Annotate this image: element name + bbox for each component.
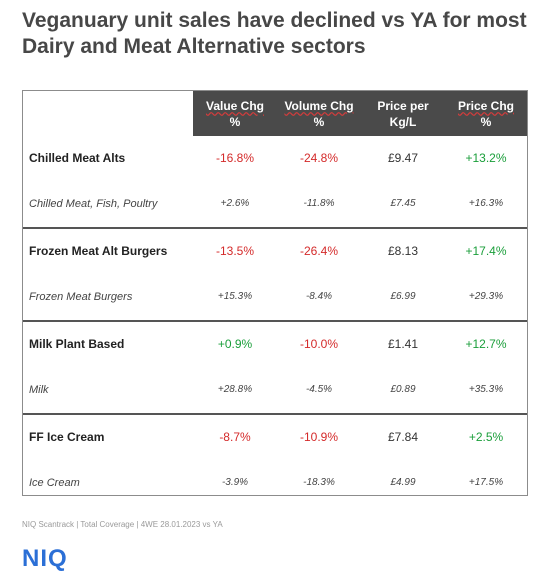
table-row: Ice Cream -3.9% -18.3% £4.99 +17.5%: [23, 459, 527, 506]
row-label: Chilled Meat Alts: [29, 151, 126, 165]
source-footnote: NIQ Scantrack | Total Coverage | 4WE 28.…: [22, 520, 223, 529]
value-chg-cell: -13.5%: [215, 244, 255, 258]
row-label: FF Ice Cream: [29, 430, 105, 444]
value-chg-cell: +2.6%: [193, 180, 277, 229]
sales-table: Value Chg% Volume Chg% Price per Kg/L Pri…: [23, 91, 527, 506]
value-chg-cell: +15.3%: [193, 273, 277, 322]
price-chg-cell: +13.2%: [465, 151, 507, 165]
price-chg-cell: +29.3%: [445, 273, 527, 322]
price-cell: £9.47: [387, 151, 419, 165]
header-price-chg: Price Chg%: [445, 91, 527, 136]
row-label: Milk: [23, 366, 193, 415]
table-header-row: Value Chg% Volume Chg% Price per Kg/L Pri…: [23, 91, 527, 136]
header-blank-cell: [23, 91, 193, 136]
row-label: Milk Plant Based: [29, 337, 125, 351]
price-cell: £7.84: [387, 430, 419, 444]
table-row: FF Ice Cream -8.7% -10.9% £7.84 +2.5%: [23, 414, 527, 459]
price-chg-cell: +12.7%: [465, 337, 507, 351]
volume-chg-cell: -26.4%: [299, 244, 339, 258]
table-row: Chilled Meat, Fish, Poultry +2.6% -11.8%…: [23, 180, 527, 229]
volume-chg-cell: -18.3%: [303, 477, 335, 488]
row-label: Frozen Meat Alt Burgers: [29, 244, 168, 258]
price-chg-cell: +17.5%: [468, 477, 504, 488]
sales-table-container: Value Chg% Volume Chg% Price per Kg/L Pri…: [22, 90, 528, 496]
niq-logo: NIQ: [22, 545, 68, 572]
price-cell: £0.89: [361, 366, 445, 415]
value-chg-cell: -8.7%: [219, 430, 251, 444]
price-chg-cell: +2.5%: [468, 430, 504, 444]
value-chg-cell: +0.9%: [217, 337, 253, 351]
volume-chg-cell: -24.8%: [299, 151, 339, 165]
price-cell: £8.13: [387, 244, 419, 258]
price-chg-cell: +17.4%: [465, 244, 507, 258]
row-label: Frozen Meat Burgers: [23, 273, 193, 322]
value-chg-cell: -16.8%: [215, 151, 255, 165]
price-cell: £1.41: [387, 337, 419, 351]
header-price-per: Price per Kg/L: [361, 91, 445, 136]
volume-chg-cell: -8.4%: [277, 273, 361, 322]
volume-chg-cell: -10.0%: [299, 337, 339, 351]
value-chg-cell: +28.8%: [193, 366, 277, 415]
table-row: Milk +28.8% -4.5% £0.89 +35.3%: [23, 366, 527, 415]
price-cell: £7.45: [361, 180, 445, 229]
price-chg-cell: +35.3%: [445, 366, 527, 415]
row-label: Ice Cream: [29, 476, 80, 489]
volume-chg-cell: -4.5%: [277, 366, 361, 415]
value-chg-cell: -3.9%: [221, 477, 249, 488]
volume-chg-cell: -11.8%: [277, 180, 361, 229]
table-row: Milk Plant Based +0.9% -10.0% £1.41 +12.…: [23, 321, 527, 366]
volume-chg-cell: -10.9%: [299, 430, 339, 444]
row-label: Chilled Meat, Fish, Poultry: [23, 180, 193, 229]
table-row: Frozen Meat Burgers +15.3% -8.4% £6.99 +…: [23, 273, 527, 322]
price-cell: £4.99: [390, 477, 416, 488]
header-volume-chg: Volume Chg%: [277, 91, 361, 136]
price-chg-cell: +16.3%: [445, 180, 527, 229]
page-title: Veganuary unit sales have declined vs YA…: [22, 9, 527, 58]
table-row: Chilled Meat Alts -16.8% -24.8% £9.47 +1…: [23, 136, 527, 180]
price-cell: £6.99: [361, 273, 445, 322]
table-row: Frozen Meat Alt Burgers -13.5% -26.4% £8…: [23, 228, 527, 273]
header-value-chg: Value Chg%: [193, 91, 277, 136]
